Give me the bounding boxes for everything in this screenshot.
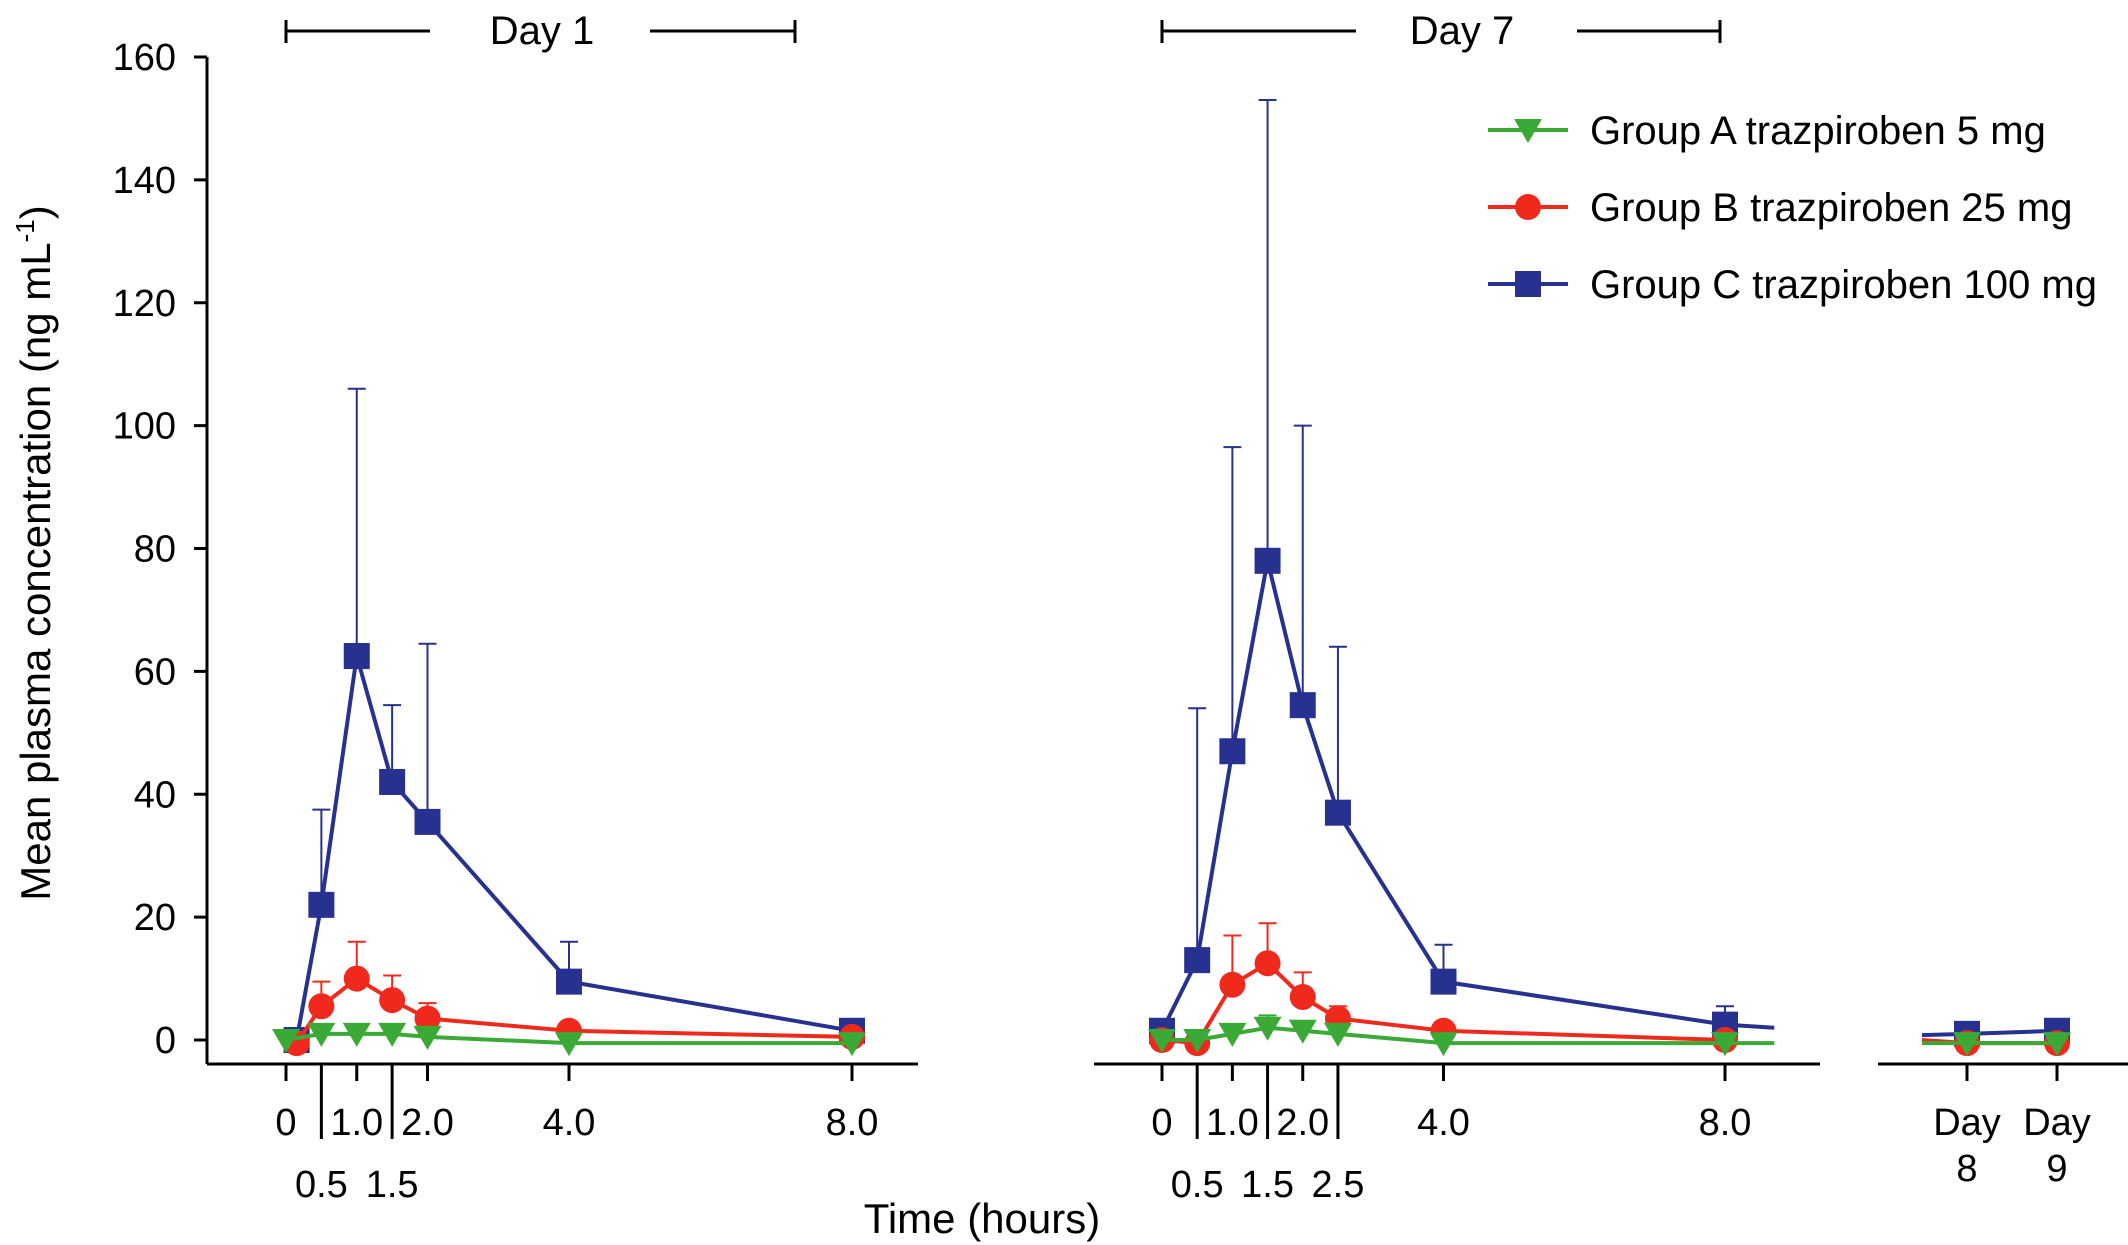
legend-label: Group C trazpiroben 100 mg xyxy=(1590,263,2097,307)
data-point xyxy=(1219,738,1246,765)
y-tick-label: 80 xyxy=(134,529,176,571)
data-point xyxy=(1183,1029,1212,1053)
y-axis-title: Mean plasma concentration (ng mL-1) xyxy=(10,205,59,900)
legend: Group A trazpiroben 5 mg Group B trazpiro… xyxy=(1488,109,2097,307)
panel-day1: 0 0.5 1.0 1.5 2.0 4.0 8.0 Day 1 xyxy=(207,9,918,1206)
x-tick-label: 0.5 xyxy=(1171,1164,1224,1206)
y-tick-label: 20 xyxy=(134,897,176,939)
data-point xyxy=(308,993,335,1020)
data-point xyxy=(307,1022,336,1047)
series-A xyxy=(1922,1032,2071,1057)
x-tick-label: 1.5 xyxy=(366,1164,419,1206)
data-point xyxy=(308,891,335,918)
x-tick-label: Day 9 xyxy=(2023,1102,2091,1190)
panel-day7: 0 0.5 1.0 1.5 2.0 2.5 4.0 8.0 Day 7 xyxy=(1094,9,1820,1206)
data-point xyxy=(838,1032,866,1057)
series-C xyxy=(1149,99,1775,1044)
x-tick-label: 2.0 xyxy=(1276,1102,1329,1144)
data-point xyxy=(379,987,406,1014)
x-tick-label: 4.0 xyxy=(1417,1102,1470,1144)
series-A xyxy=(1148,1014,1775,1057)
data-point xyxy=(414,1005,441,1032)
data-point xyxy=(343,643,370,670)
data-point xyxy=(414,808,441,835)
data-point xyxy=(413,1025,442,1050)
data-point xyxy=(556,968,582,995)
y-tick-label: 160 xyxy=(113,37,176,79)
data-point xyxy=(378,1022,407,1047)
y-tick-label: 100 xyxy=(113,406,176,448)
series-line xyxy=(1160,560,1775,1032)
x-tick-label: 4.0 xyxy=(543,1102,596,1144)
data-point xyxy=(1323,1022,1352,1047)
x-tick-label: 8.0 xyxy=(826,1102,879,1144)
series-A xyxy=(272,1022,866,1057)
data-point xyxy=(342,1022,371,1047)
series-C xyxy=(283,387,865,1053)
data-point xyxy=(1148,1029,1176,1053)
data-point xyxy=(1253,1016,1282,1041)
x-axis-title: Time (hours) xyxy=(864,1195,1100,1242)
data-point xyxy=(1324,799,1351,826)
x-tick-label: 0 xyxy=(275,1102,296,1144)
data-point xyxy=(1289,692,1316,719)
data-point xyxy=(1218,1022,1247,1047)
x-tick-label: 1.0 xyxy=(1206,1102,1259,1144)
x-tick-label: 8.0 xyxy=(1699,1102,1752,1144)
data-point xyxy=(1219,971,1246,998)
x-tick-label: 1.0 xyxy=(330,1102,383,1144)
y-tick-label: 40 xyxy=(134,774,176,816)
x-tick-label: 0.5 xyxy=(295,1164,348,1206)
data-point xyxy=(379,768,406,795)
x-tick-label: 2.5 xyxy=(1312,1164,1365,1206)
data-point xyxy=(1184,947,1211,974)
series-line xyxy=(1921,1028,2058,1038)
y-axis: 0 20 40 60 80 100 120 140 160 xyxy=(113,37,209,1064)
y-tick-label: 0 xyxy=(155,1020,176,1062)
legend-marker xyxy=(1514,119,1542,143)
data-point xyxy=(2043,1032,2071,1057)
chart-panels: 0 0.5 1.0 1.5 2.0 4.0 8.0 Day 1 0 0.5 1.0 1.5 2.0 2.5… xyxy=(207,9,2128,1206)
y-tick-label: 140 xyxy=(113,160,176,202)
data-point xyxy=(1429,1032,1458,1057)
day-header-label: Day 7 xyxy=(1410,9,1515,53)
legend-label: Group A trazpiroben 5 mg xyxy=(1590,109,2046,153)
x-tick-label: Day 8 xyxy=(1933,1102,2001,1190)
data-point xyxy=(1953,1032,1981,1057)
legend-label: Group B trazpiroben 25 mg xyxy=(1590,186,2072,230)
x-tick-label: 2.0 xyxy=(401,1102,454,1144)
data-point xyxy=(1711,1032,1739,1057)
legend-marker xyxy=(1515,271,1541,297)
panel-days89: Day 8 Day 9 xyxy=(1878,1017,2128,1190)
legend-marker xyxy=(1515,194,1541,220)
y-tick-label: 60 xyxy=(134,651,176,693)
data-point xyxy=(1430,968,1457,995)
data-point xyxy=(1289,983,1316,1010)
day-header-label: Day 1 xyxy=(490,9,595,53)
x-tick-label: 0 xyxy=(1151,1102,1172,1144)
data-point xyxy=(1254,950,1281,977)
y-tick-label: 120 xyxy=(113,283,176,325)
data-point xyxy=(343,965,370,992)
data-point xyxy=(1254,547,1281,574)
data-point xyxy=(555,1032,583,1057)
data-point xyxy=(272,1029,300,1053)
data-point xyxy=(1288,1019,1317,1044)
x-tick-label: 1.5 xyxy=(1241,1164,1294,1206)
